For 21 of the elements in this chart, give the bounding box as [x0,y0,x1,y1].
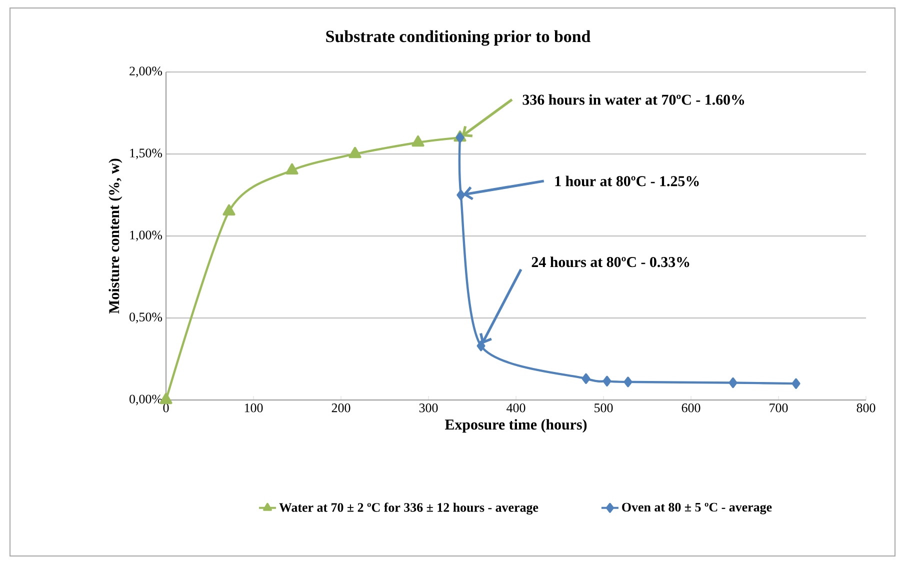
legend-label: Oven at 80 ± 5 ºC - average [622,502,772,514]
x-tick-label: 300 [419,404,438,412]
annotation: 24 hours at 80ºC - 0.33% [532,256,690,268]
x-tick-label: 500 [594,404,613,412]
y-tick-label: 0,50% [130,312,162,324]
x-tick-label: 400 [506,404,526,412]
x-tick-label: 800 [856,404,876,412]
y-tick-label: 1,00% [130,230,162,242]
annotation: 1 hour at 80ºC - 1.25% [555,176,699,186]
chart-title: Substrate conditioning prior to bond [326,30,591,46]
x-tick-label: 200 [332,404,350,412]
y-axis-title: Moisture content (%, w) [108,158,122,314]
y-tick-label: 1,50% [130,148,162,160]
y-tick-label: 2,00% [130,66,162,78]
legend-label: Water at 70 ± 2 ºC for 336 ± 12 hours - average [279,502,538,515]
x-tick-label: 600 [682,404,700,412]
x-axis-title: Exposure time (hours) [445,419,587,433]
x-tick-label: 100 [244,404,263,412]
x-tick-label: 700 [770,404,788,412]
annotation: 336 hours in water at 70ºC - 1.60% [522,94,744,105]
y-tick-label: 0,00% [130,394,162,406]
